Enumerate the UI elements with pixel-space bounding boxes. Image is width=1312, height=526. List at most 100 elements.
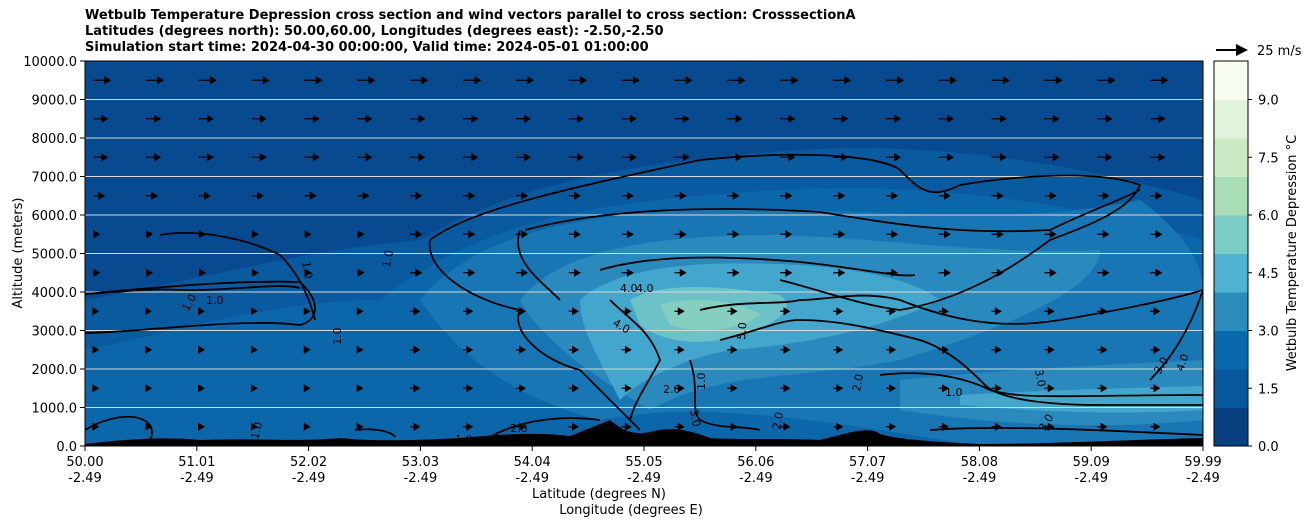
wind-vector <box>568 268 581 277</box>
colorbar-segment <box>1214 272 1248 293</box>
wind-vector <box>991 307 1002 316</box>
wind-vector <box>938 307 949 316</box>
wind-vector <box>198 384 205 393</box>
wind-vector <box>410 345 421 354</box>
wind-vector <box>304 76 323 85</box>
wind-vector <box>250 422 258 431</box>
wind-vector <box>93 191 106 200</box>
wind-vector <box>463 76 482 85</box>
colorbar-segment <box>1214 80 1248 100</box>
wind-vector <box>356 307 364 316</box>
wind-vector <box>515 114 532 123</box>
colorbar-segment <box>1214 407 1248 428</box>
colorbar-segment <box>1214 253 1248 274</box>
wind-vector <box>410 307 421 316</box>
wind-vector <box>357 114 373 123</box>
wind-vector <box>885 76 905 85</box>
wind-vector <box>1150 191 1163 200</box>
wind-vector <box>727 268 740 277</box>
wind-vector <box>357 76 376 85</box>
x-tick-label-lat: 55.05 <box>625 455 662 470</box>
wind-vector <box>1150 230 1163 239</box>
wind-vector <box>833 191 846 200</box>
wind-vector <box>568 230 581 239</box>
colorbar-tick-label: 0.0 <box>1258 440 1279 455</box>
wind-vector <box>515 384 527 393</box>
wind-vector <box>621 76 640 85</box>
colorbar-tick-label: 3.0 <box>1258 325 1279 340</box>
wind-vector <box>93 76 112 85</box>
wind-vector <box>833 230 846 239</box>
wind-vector <box>674 230 687 239</box>
chart-title-line-1: Wetbulb Temperature Depression cross sec… <box>85 8 856 23</box>
x-tick-label-lat: 56.06 <box>737 455 774 470</box>
contour-lines <box>85 153 1203 446</box>
wind-vector <box>727 76 746 85</box>
wind-vector <box>250 345 258 354</box>
x-tick-label-lon: -2.49 <box>739 471 773 486</box>
wind-vector <box>1044 153 1060 162</box>
contour-line <box>689 359 761 431</box>
wind-vector <box>885 114 902 123</box>
wind-vector <box>1097 230 1110 239</box>
wind-vector <box>93 230 101 239</box>
y-tick-label: 5000.0 <box>32 248 78 263</box>
contour-label: 4.0 <box>636 282 654 295</box>
x-tick-label-lon: -2.49 <box>515 471 549 486</box>
wind-vector <box>303 307 311 316</box>
wind-vector <box>991 384 1002 393</box>
wind-vector <box>92 307 100 316</box>
wind-vector <box>938 153 954 162</box>
wind-vector <box>93 114 109 123</box>
wind-vector <box>198 268 206 277</box>
colorbar-segment <box>1214 138 1248 158</box>
x-tick-label-lat: 59.09 <box>1073 455 1110 470</box>
wind-vector <box>991 191 1004 200</box>
wind-vector <box>674 114 690 123</box>
wind-vector <box>410 230 423 239</box>
contour-label: 2.0 <box>510 422 528 435</box>
contour-label: 1.0 <box>206 294 224 307</box>
wind-vector <box>145 114 162 123</box>
wind-vector <box>1097 384 1108 393</box>
wind-vector <box>780 230 793 239</box>
contour-line <box>699 289 1203 325</box>
wind-vector <box>1097 153 1113 162</box>
wind-vector <box>304 191 317 200</box>
chart-title-line-2: Latitudes (degrees north): 50.00,60.00, … <box>85 24 664 39</box>
field-layer-7 <box>660 299 760 331</box>
wind-vector <box>304 268 312 277</box>
wind-vector <box>885 153 902 162</box>
contour-label: 3.0 <box>687 408 703 427</box>
wind-vector <box>833 345 844 354</box>
wind-vector <box>674 384 685 393</box>
wind-vector <box>1097 345 1108 354</box>
wind-vector <box>833 76 852 85</box>
y-tick-label: 10000.0 <box>23 55 77 70</box>
y-tick-label: 2000.0 <box>32 363 78 378</box>
wind-vector <box>1150 422 1161 431</box>
contour-label: 1.0 <box>380 249 396 268</box>
y-tick-label: 9000.0 <box>32 94 78 109</box>
contour-line <box>428 239 641 431</box>
x-tick-label-lon: -2.49 <box>292 471 326 486</box>
wind-vector <box>198 153 214 162</box>
wind-vector <box>885 230 899 239</box>
wind-vector <box>410 191 423 200</box>
y-tick-label: 8000.0 <box>32 132 78 147</box>
x-tick-label-lon: -2.49 <box>1074 471 1108 486</box>
y-tick-label: 4000.0 <box>32 286 78 301</box>
contour-line <box>159 232 316 321</box>
wind-vector <box>1150 345 1161 354</box>
x-axis: 50.00-2.4951.01-2.4952.02-2.4953.03-2.49… <box>66 446 1222 486</box>
x-tick-label-lon: -2.49 <box>627 471 661 486</box>
wind-vector <box>833 384 844 393</box>
wind-vector <box>780 307 791 316</box>
wind-vector <box>568 76 587 85</box>
wind-vector <box>1097 268 1110 277</box>
wind-vector <box>568 191 581 200</box>
wind-vector <box>568 307 579 316</box>
wind-vector <box>568 384 579 393</box>
x-tick-label-lat: 50.00 <box>66 455 103 470</box>
